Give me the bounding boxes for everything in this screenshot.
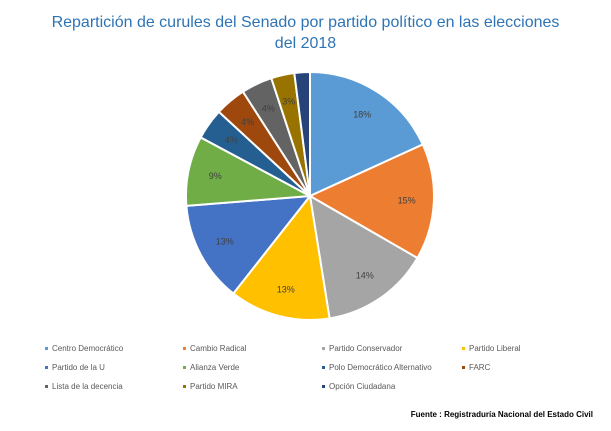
pie-data-label: 13% [277,285,295,295]
pie-slice [231,193,331,321]
legend-label: Partido Conservador [329,343,403,353]
legend-item: Opción Ciudadana [322,380,395,392]
legend-item: Partido MIRA [183,380,238,392]
pie-data-label: 4% [225,135,238,145]
legend-swatch [45,365,48,369]
legend-swatch [183,346,186,350]
legend-swatch [322,365,325,369]
legend-label: Lista de la decencia [52,381,123,391]
legend-label: Opción Ciudadana [329,381,396,391]
legend-label: Partido de la U [52,362,105,372]
legend-label: Centro Democrático [52,343,124,353]
pie-slice [307,143,435,260]
pie-slice [185,194,313,295]
pie-slices [185,70,435,321]
legend-label: Alianza Verde [190,362,240,372]
legend-swatch [462,365,465,369]
legend-label: FARC [469,362,491,372]
legend-swatch [183,384,186,388]
pie-data-label: 14% [356,271,374,281]
legend-label: Polo Democrático Alternativo [329,362,432,372]
legend-item: FARC [462,361,490,373]
pie-data-label: 15% [398,196,416,206]
pie-data-label: 9% [209,171,222,181]
legend-swatch [45,346,48,350]
chart-title-line-1: Repartición de curules del Senado por pa… [51,14,560,31]
pie-data-label: 3% [282,97,295,107]
pie-slice [308,194,419,320]
pie-data-label: 18% [353,110,371,120]
legend-swatch [183,365,186,369]
legend-label: Partido MIRA [190,381,238,391]
legend-label: Partido Liberal [469,343,521,353]
legend-item: Polo Democrático Alternativo [322,361,432,373]
source-note: Fuente : Registraduría Nacional del Esta… [410,410,593,419]
legend-item: Partido Conservador [322,342,402,354]
legend-swatch [45,384,48,388]
pie-data-label: 13% [216,237,234,247]
legend-swatch [322,346,325,350]
pie-slice [293,70,311,197]
legend-item: Centro Democrático [45,342,123,354]
chart-title-line-2: del 2018 [274,35,337,52]
legend-item: Cambio Radical [183,342,246,354]
legend-item: Lista de la decencia [45,380,123,392]
pie-slice [309,70,425,198]
legend-item: Partido Liberal [462,342,521,354]
legend-item: Partido de la U [45,361,105,373]
pie-data-label: 4% [241,117,254,127]
legend-swatch [322,384,325,388]
legend-swatch [462,346,465,350]
pie-data-label: 4% [262,104,275,114]
legend-label: Cambio Radical [190,343,247,353]
pie-data-labels: 18%15%14%13%13%9%4%4%4%3% [209,97,416,295]
legend-item: Alianza Verde [183,361,239,373]
